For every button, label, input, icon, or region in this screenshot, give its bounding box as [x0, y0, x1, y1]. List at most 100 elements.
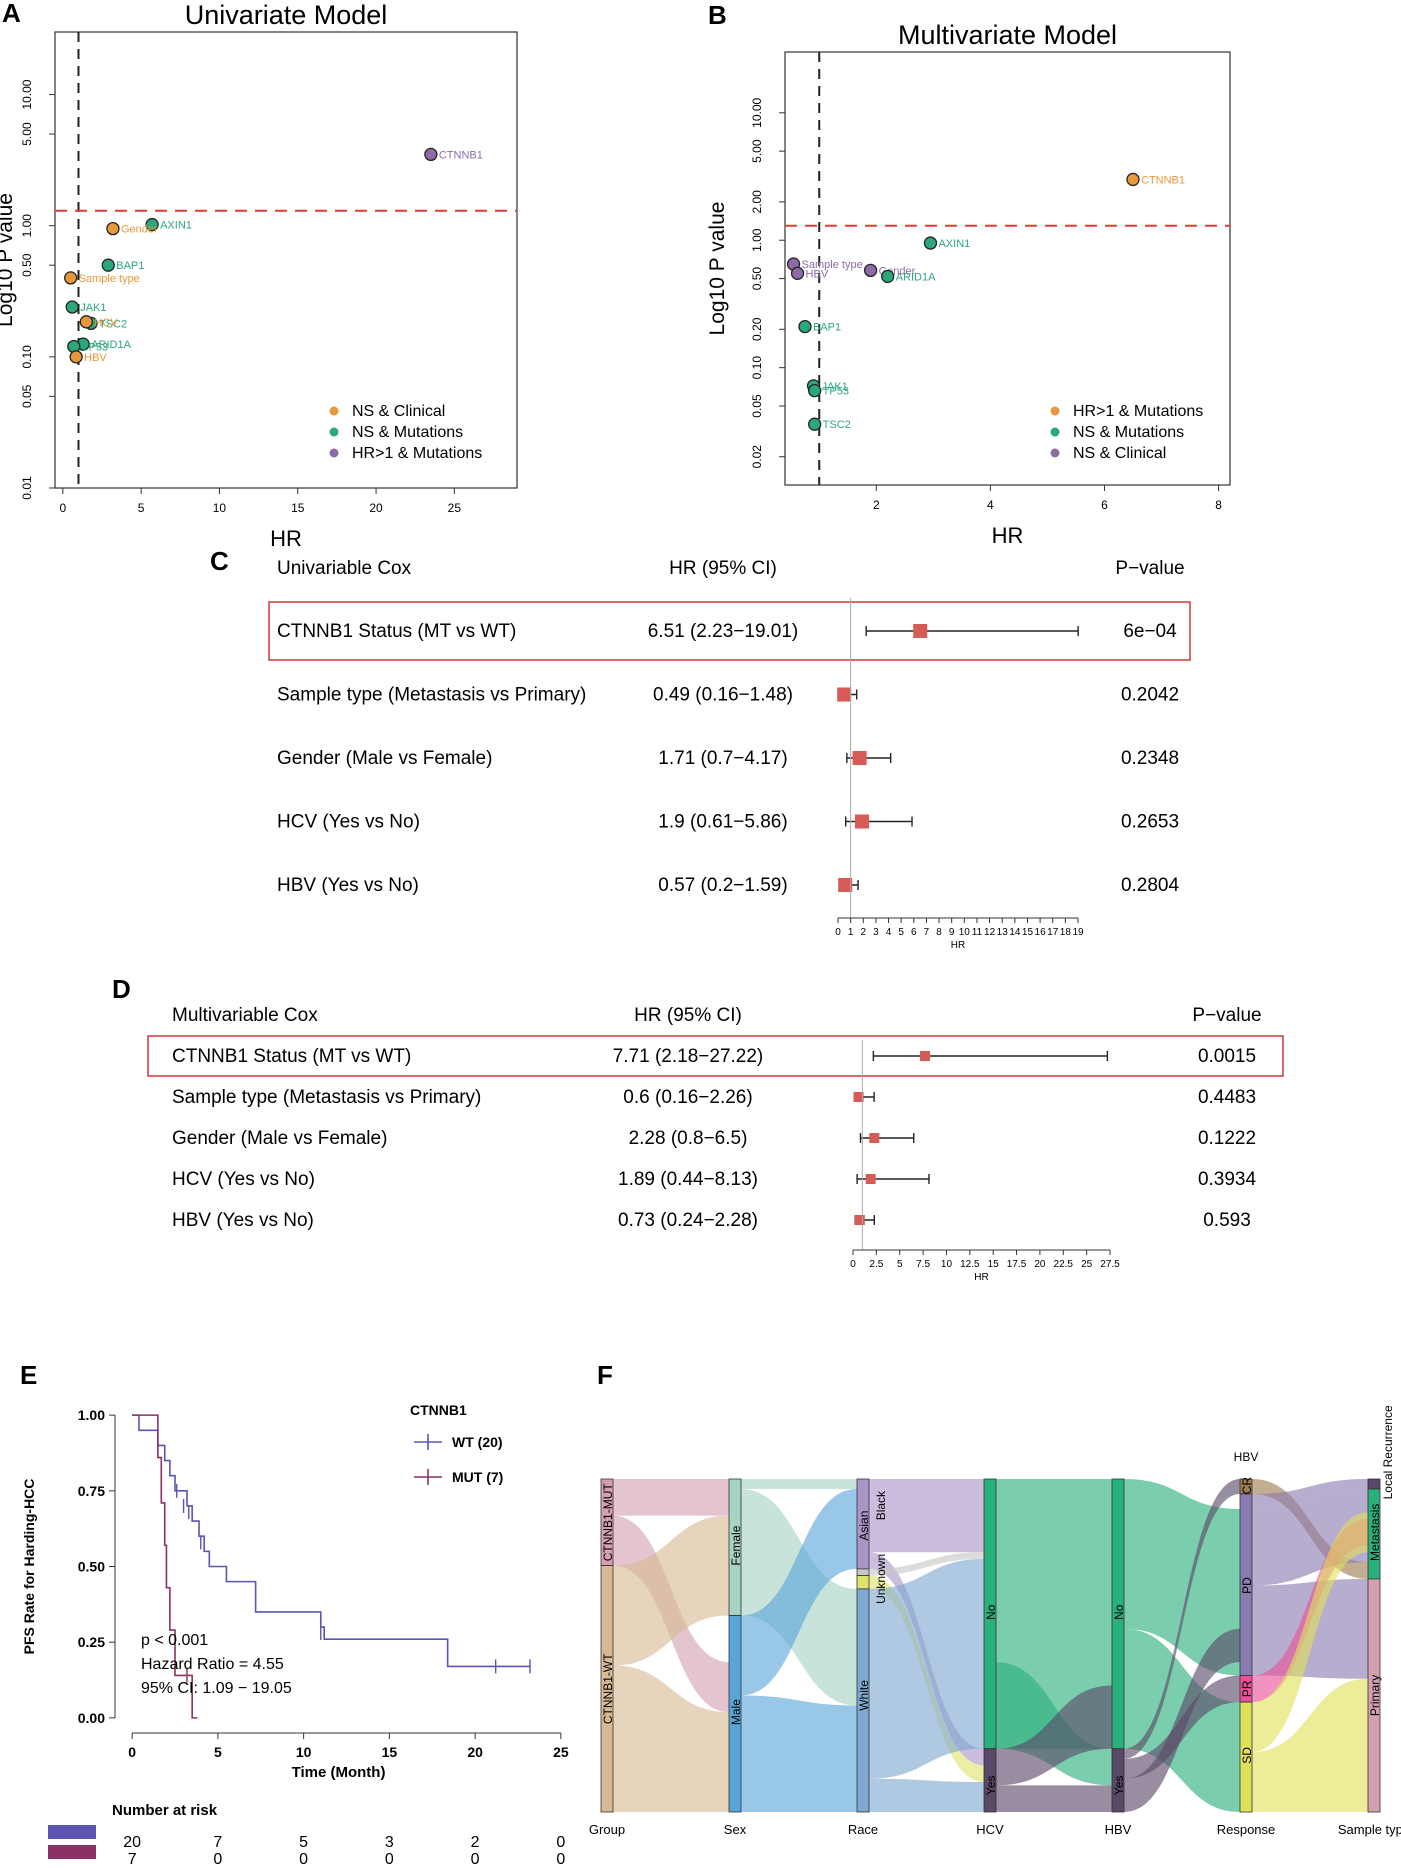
y-tick-label: 0.05 — [750, 394, 764, 418]
forest-tick-label: 19 — [1072, 927, 1084, 938]
point-label: Gender — [121, 224, 158, 236]
sankey-node-label: Yes — [984, 1776, 998, 1796]
forest-row-ci: 1.71 (0.7−4.17) — [658, 748, 787, 769]
risk-value: 7 — [213, 1834, 222, 1851]
forest-row-p: 0.3934 — [1198, 1169, 1257, 1190]
sankey-node-label: Male — [729, 1699, 743, 1725]
forest-tick-label: 7 — [924, 927, 930, 938]
forest-row-ci: 1.9 (0.61−5.86) — [658, 812, 787, 833]
point-label: Sample type — [802, 259, 863, 271]
forest-tick-label: 13 — [997, 927, 1009, 938]
forest-hr-header: HR (95% CI) — [634, 1005, 742, 1026]
forest-p-header: P−value — [1115, 558, 1184, 579]
panel-letter: F — [597, 1360, 613, 1390]
forest-tick-label: 2.5 — [869, 1259, 883, 1270]
sankey-node — [983, 1748, 997, 1813]
y-tick-label: 5.00 — [750, 139, 764, 163]
sankey-node — [856, 1568, 870, 1576]
forest-tick-label: 5 — [898, 927, 904, 938]
sankey-node-label: PD — [1240, 1577, 1254, 1594]
y-tick-label: 0.01 — [20, 476, 34, 500]
forest-row-label: CTNNB1 Status (MT vs WT) — [277, 621, 516, 642]
hr-square — [913, 624, 928, 638]
x-tick-label: 0 — [59, 501, 66, 515]
hr-square — [854, 1215, 865, 1225]
legend-label: NS & Mutations — [352, 424, 463, 441]
x-axis-label: Time (Month) — [292, 1764, 386, 1781]
point-label: JAK1 — [80, 302, 106, 314]
forest-title: Univariable Cox — [277, 558, 412, 579]
forest-row-ci: 6.51 (2.23−19.01) — [648, 621, 799, 642]
sankey-node-label: No — [984, 1604, 998, 1620]
forest-row-label: Sample type (Metastasis vs Primary) — [172, 1087, 481, 1108]
sankey-axis-label: Sample type — [1338, 1822, 1401, 1837]
hr-square — [865, 1174, 876, 1184]
sankey-flow — [613, 1665, 729, 1812]
risk-value: 0 — [556, 1851, 565, 1868]
sankey-node-label: CR — [1240, 1477, 1254, 1495]
point-label: AXIN1 — [160, 220, 192, 232]
forest-row-ci: 0.6 (0.16−2.26) — [623, 1087, 752, 1108]
y-tick-label: 0.00 — [78, 1710, 105, 1726]
forest-tick-label: 1 — [848, 927, 854, 938]
sankey-node-label: Metastasis — [1368, 1504, 1382, 1561]
hr-square — [838, 878, 853, 892]
scatter-point — [79, 315, 93, 329]
chart-title: Univariate Model — [185, 0, 388, 30]
forest-row-label: HBV (Yes vs No) — [172, 1210, 314, 1231]
legend-label: NS & Clinical — [352, 403, 445, 420]
y-tick-label: 2.00 — [750, 190, 764, 214]
panel-c-forest: C Univariable Cox HR (95% CI) P−value CTNNB1… — [210, 546, 1191, 951]
sankey-node — [728, 1615, 742, 1813]
forest-tick-label: 4 — [886, 927, 892, 938]
forest-tick-label: 6 — [911, 927, 917, 938]
x-tick-label: 0 — [128, 1744, 136, 1760]
legend-label: MUT (7) — [452, 1469, 503, 1485]
scatter-point — [64, 271, 78, 285]
scatter-point — [863, 263, 878, 278]
y-tick-label: 0.20 — [750, 317, 764, 341]
sankey-node-label: Unknown — [874, 1554, 888, 1604]
sankey-axis-label: Response — [1217, 1822, 1276, 1837]
forest-row-p: 0.0015 — [1198, 1046, 1256, 1067]
forest-tick-label: 15 — [1022, 927, 1034, 938]
highlight-box — [268, 601, 1191, 661]
forest-row-p: 0.1222 — [1198, 1128, 1256, 1149]
scatter-point — [808, 417, 822, 431]
forest-row-p: 6e−04 — [1123, 621, 1177, 642]
legend-label: HR>1 & Mutations — [352, 445, 482, 462]
y-tick-label: 0.50 — [20, 253, 34, 277]
forest-axis-label: HR — [951, 940, 965, 951]
risk-row-swatch — [48, 1845, 96, 1859]
legend-title: CTNNB1 — [410, 1402, 467, 1418]
sankey-node-label: Black — [874, 1490, 888, 1520]
sankey-node-label: CTNNB1-WT — [601, 1653, 615, 1724]
sankey-node-label: White — [857, 1680, 871, 1711]
sankey-flow — [996, 1685, 1112, 1786]
hr-square — [920, 1051, 931, 1061]
forest-row-label: HBV (Yes vs No) — [277, 875, 419, 896]
risk-value: 7 — [128, 1851, 137, 1868]
sankey-node-label: PR — [1240, 1680, 1254, 1697]
point-label: TSC2 — [99, 318, 127, 330]
panel-d-forest: D Multivariable Cox HR (95% CI) P−value CTNN… — [112, 974, 1284, 1283]
risk-value: 20 — [123, 1834, 141, 1851]
sankey-flow — [869, 1778, 984, 1812]
risk-table-title: Number at risk — [112, 1802, 218, 1819]
x-tick-label: 20 — [467, 1744, 483, 1760]
forest-row-ci: 1.89 (0.44−8.13) — [618, 1169, 758, 1190]
point-label: JAK1 — [822, 381, 848, 393]
sankey-axis-label: HCV — [976, 1822, 1004, 1837]
plot-frame — [54, 31, 518, 489]
point-label: HCV — [94, 317, 118, 329]
sankey-axis-label: Group — [589, 1822, 625, 1837]
risk-value: 2 — [471, 1834, 480, 1851]
point-label: AXIN1 — [938, 238, 970, 250]
point-label: HBV — [84, 352, 107, 364]
x-tick-label: 4 — [987, 498, 994, 512]
forest-tick-label: 22.5 — [1054, 1259, 1074, 1270]
y-axis-label: Log10 P value — [706, 202, 729, 336]
y-tick-label: 5.00 — [20, 122, 34, 146]
legend-marker — [329, 406, 339, 416]
